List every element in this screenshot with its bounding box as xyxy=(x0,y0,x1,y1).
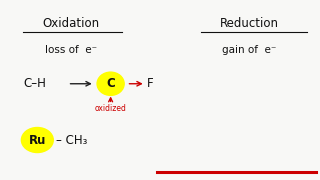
Text: C: C xyxy=(106,77,115,90)
Text: F: F xyxy=(147,77,154,90)
Text: Oxidation: Oxidation xyxy=(42,17,99,30)
Text: Reduction: Reduction xyxy=(220,17,279,30)
Text: oxidized: oxidized xyxy=(95,104,126,113)
Text: C–H: C–H xyxy=(23,77,46,90)
Text: gain of  e⁻: gain of e⁻ xyxy=(222,45,276,55)
Ellipse shape xyxy=(21,127,53,152)
Text: loss of  e⁻: loss of e⁻ xyxy=(45,45,97,55)
Ellipse shape xyxy=(97,72,124,95)
Text: – CH₃: – CH₃ xyxy=(56,134,88,147)
Text: Ru: Ru xyxy=(29,134,46,147)
